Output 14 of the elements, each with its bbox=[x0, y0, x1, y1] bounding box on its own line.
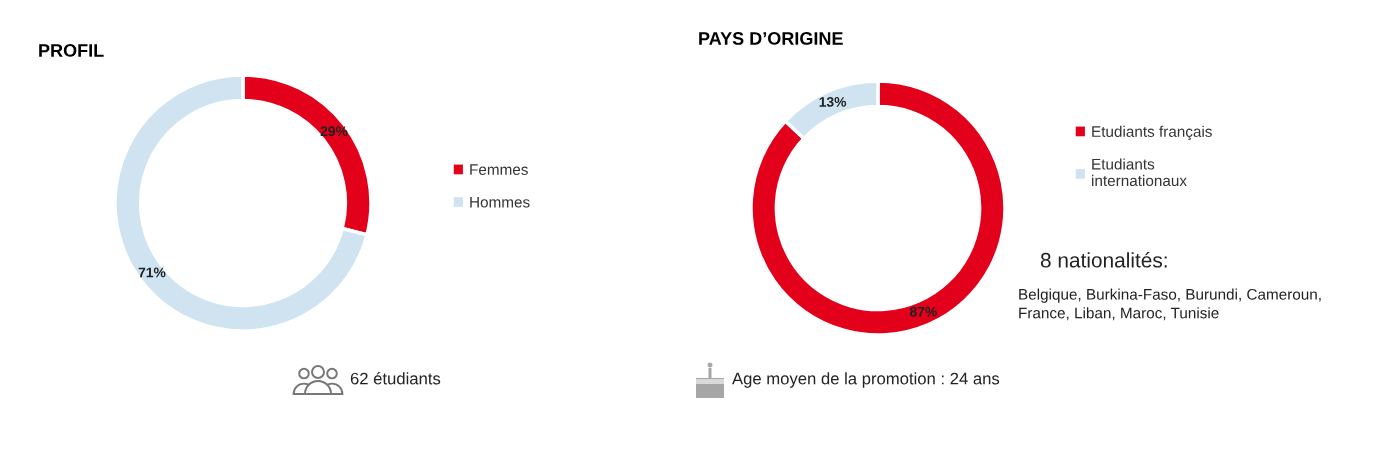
legend-label: Hommes bbox=[470, 196, 530, 208]
legend-label: Etudiants internationaux bbox=[1092, 158, 1187, 187]
legend-label: Femmes bbox=[470, 164, 528, 175]
data-label: 29% bbox=[320, 126, 348, 137]
data-label: 71% bbox=[138, 267, 166, 278]
legend-label: Etudiants français bbox=[1092, 125, 1212, 141]
chart-title: PAYS D’ORIGINE bbox=[699, 32, 843, 45]
data-label: 87% bbox=[909, 306, 937, 317]
text: Belgique, Burkina-Faso, Burundi, Cameroun, France, Liban, Maroc, Tunisie bbox=[1019, 288, 1321, 321]
chart-title: PROFIL bbox=[39, 44, 104, 57]
text: 62 étudiants bbox=[350, 372, 441, 385]
text: 8 nationalités: bbox=[1040, 252, 1167, 268]
data-label: 13% bbox=[819, 96, 847, 107]
text: Age moyen de la promotion : 24 ans bbox=[732, 372, 1000, 388]
